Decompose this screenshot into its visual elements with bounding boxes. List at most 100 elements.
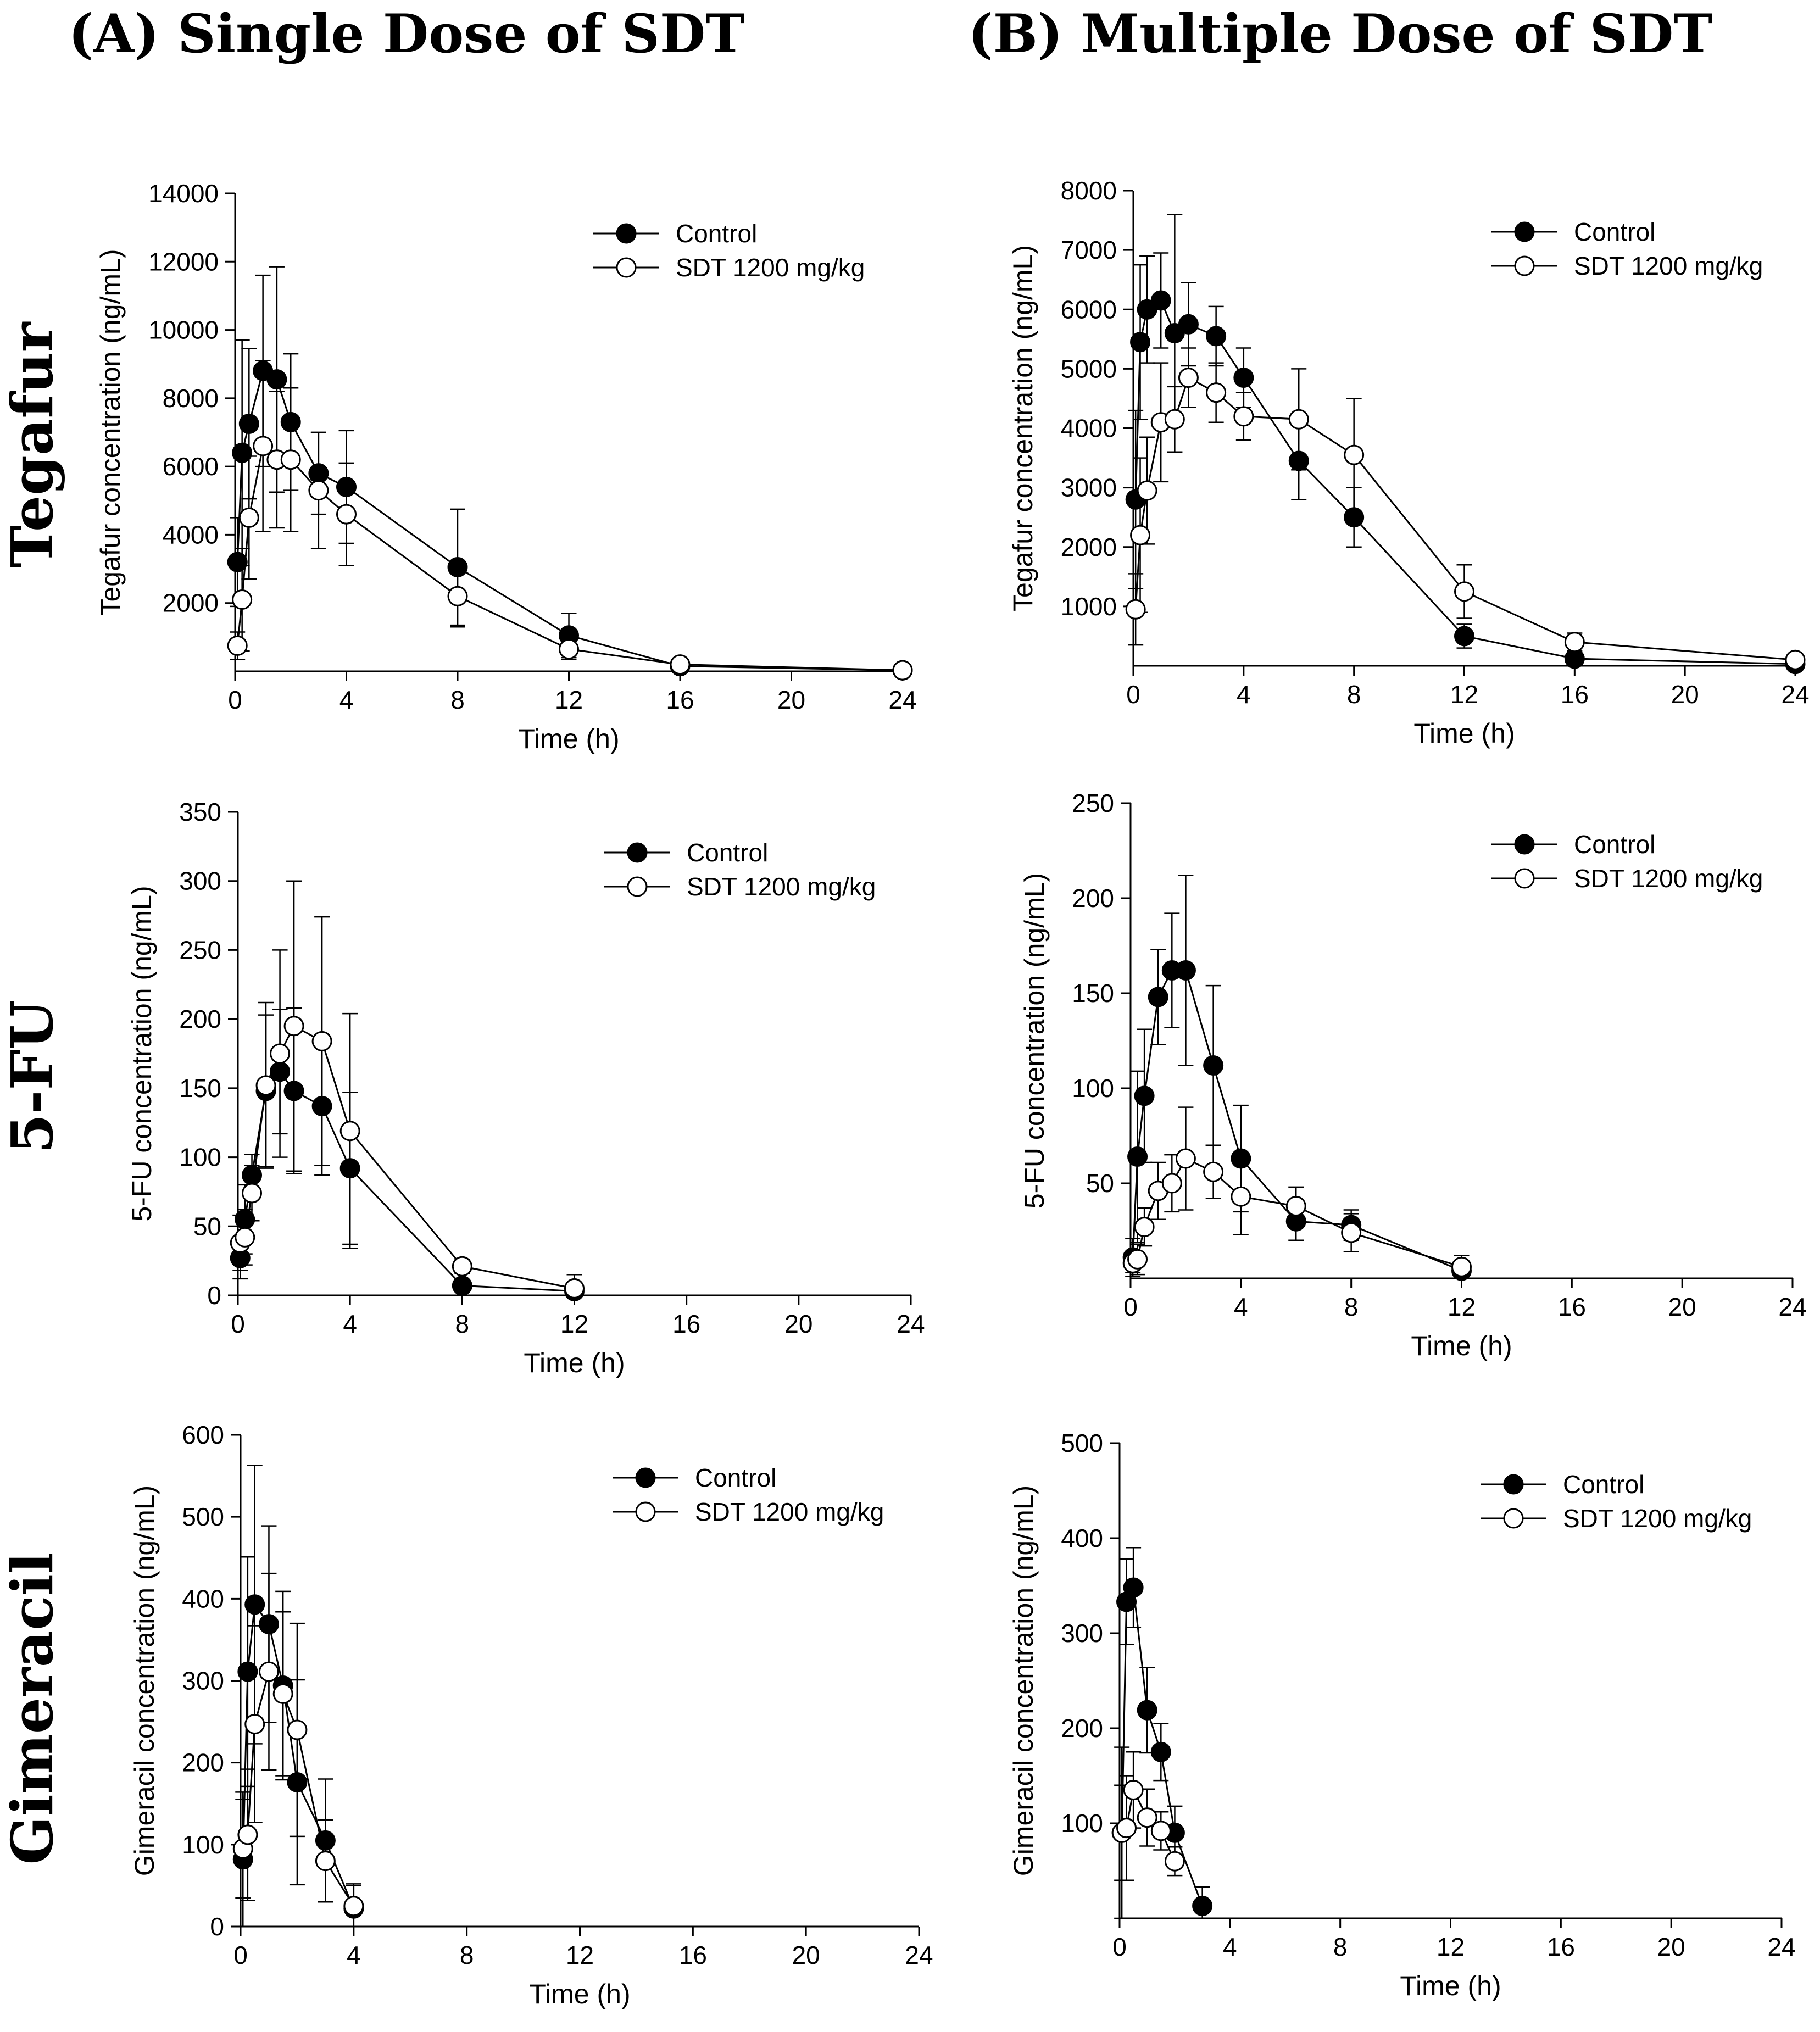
data-point-sdt <box>287 1719 308 1740</box>
chart-tegafur-multiple: 0 4 8 12 16 20 24 1000 2000 3000 4000 5000 6000 7000 8… <box>1008 176 1810 749</box>
x-tick-label: 4 <box>339 686 354 714</box>
data-point-sdt <box>336 504 357 525</box>
data-point-sdt <box>343 1896 364 1917</box>
y-axis-label: 5-FU concentration (ng/mL) <box>126 886 157 1221</box>
x-tick-label: 12 <box>1437 1933 1465 1961</box>
y-tick-label: 1000 <box>1061 592 1117 621</box>
data-point-sdt <box>315 1851 336 1872</box>
data-point-control <box>235 1209 255 1230</box>
data-point-sdt <box>1564 632 1585 653</box>
data-point-sdt <box>892 660 913 681</box>
x-tick-label: 0 <box>231 1310 245 1338</box>
x-tick-label: 12 <box>1450 680 1478 709</box>
data-point-sdt <box>272 1683 293 1704</box>
legend-marker-sdt <box>616 257 637 278</box>
data-point-sdt <box>447 586 468 606</box>
legend-marker-sdt <box>1514 868 1535 889</box>
y-tick-label: 3000 <box>1061 474 1117 502</box>
x-tick-label: 8 <box>1344 1293 1359 1321</box>
data-point-sdt <box>1125 599 1146 620</box>
data-point-sdt <box>1288 409 1309 430</box>
data-point-sdt <box>238 507 259 528</box>
data-point-control <box>1206 326 1227 347</box>
chart-5fu-multiple: 0 4 8 12 16 20 24 50 100 150 200 250 Time (h) 5-FU co… <box>1019 789 1807 1361</box>
data-point-sdt <box>1203 1161 1224 1182</box>
x-axis-label: Time (h) <box>529 1979 630 2009</box>
legend-label: SDT 1200 mg/kg <box>695 1497 884 1526</box>
x-tick-label: 24 <box>1767 1933 1795 1961</box>
x-tick-label: 0 <box>1112 1933 1127 1961</box>
legend-marker-control <box>1514 834 1535 855</box>
x-tick-label: 0 <box>228 686 242 714</box>
y-tick-label: 400 <box>182 1584 224 1613</box>
x-tick-label: 16 <box>1547 1933 1575 1961</box>
legend-marker-control <box>627 842 648 863</box>
x-tick-label: 0 <box>233 1941 248 1969</box>
x-tick-label: 16 <box>679 1941 707 1969</box>
data-point-sdt <box>1285 1196 1306 1217</box>
x-tick-label: 8 <box>1347 680 1361 709</box>
x-tick-label: 12 <box>560 1310 588 1338</box>
y-axis-label: 5-FU concentration (ng/mL) <box>1019 873 1050 1209</box>
y-tick-label: 600 <box>182 1421 224 1449</box>
data-point-sdt <box>227 635 248 656</box>
data-point-control <box>266 369 287 390</box>
y-tick-label: 300 <box>179 867 221 895</box>
y-tick-label: 50 <box>1086 1169 1114 1198</box>
x-tick-label: 16 <box>1558 1293 1586 1321</box>
y-tick-label: 4000 <box>1061 414 1117 443</box>
data-point-control <box>1175 960 1196 981</box>
data-point-sdt <box>1150 1821 1171 1841</box>
y-tick-label: 100 <box>1061 1809 1103 1838</box>
x-tick-label: 20 <box>792 1941 820 1969</box>
data-point-sdt <box>1231 1186 1251 1207</box>
chart-gimeracil-single: 0 4 8 12 16 20 24 0 100 200 300 400 500 600 Time (h) Gi… <box>129 1421 933 2009</box>
y-tick-label: 0 <box>207 1281 221 1310</box>
y-tick-label: 5000 <box>1061 354 1117 383</box>
x-axis-label: Time (h) <box>1411 1330 1512 1361</box>
x-tick-label: 20 <box>1671 680 1699 709</box>
x-tick-label: 8 <box>455 1310 470 1338</box>
y-tick-label: 0 <box>210 1912 224 1941</box>
y-axis-label: Gimeracil concentration (ng/mL) <box>129 1485 160 1876</box>
legend-marker-sdt <box>627 876 648 897</box>
y-axis-label: Tegafur concentration (ng/mL) <box>1008 245 1038 611</box>
y-axis-label: Gimeracil concentration (ng/mL) <box>1008 1485 1039 1876</box>
legend-label: Control <box>676 219 757 248</box>
x-tick-label: 20 <box>1657 1933 1685 1961</box>
x-tick-label: 4 <box>1237 680 1251 709</box>
data-point-control <box>242 1165 263 1185</box>
legend: Control SDT 1200 mg/kg <box>1491 830 1763 893</box>
data-point-sdt <box>311 1031 332 1051</box>
data-point-control <box>315 1830 336 1851</box>
y-tick-label: 2000 <box>1061 533 1117 561</box>
x-axis-label: Time (h) <box>518 723 619 754</box>
series-control <box>230 266 910 672</box>
data-point-sdt <box>1164 1851 1185 1872</box>
data-point-sdt <box>1127 1249 1148 1270</box>
data-point-control <box>1150 1741 1171 1762</box>
x-tick-label: 16 <box>672 1310 700 1338</box>
series-line <box>240 1025 575 1289</box>
y-tick-label: 200 <box>182 1749 224 1777</box>
y-tick-label: 350 <box>179 798 221 826</box>
y-tick-label: 250 <box>1072 789 1114 817</box>
x-tick-label: 8 <box>450 686 465 714</box>
data-point-control <box>1288 450 1309 471</box>
legend-label: SDT 1200 mg/kg <box>1563 1504 1752 1533</box>
chart-5fu-single: 0 4 8 12 16 20 24 0 50 100 150 200 250 300 350 Time (h)… <box>126 798 925 1378</box>
x-tick-label: 4 <box>343 1310 357 1338</box>
data-point-control <box>232 442 253 463</box>
data-point-control <box>1178 314 1199 335</box>
y-tick-label: 6000 <box>163 452 219 481</box>
y-tick-label: 4000 <box>163 520 219 549</box>
data-point-control <box>336 476 357 497</box>
x-tick-label: 12 <box>1448 1293 1476 1321</box>
y-tick-label: 8000 <box>163 384 219 413</box>
y-tick-label: 500 <box>182 1502 224 1531</box>
data-point-sdt <box>308 480 329 501</box>
legend-label: SDT 1200 mg/kg <box>676 253 865 282</box>
data-point-sdt <box>283 1016 304 1037</box>
data-point-sdt <box>670 654 691 675</box>
data-point-sdt <box>280 449 301 470</box>
